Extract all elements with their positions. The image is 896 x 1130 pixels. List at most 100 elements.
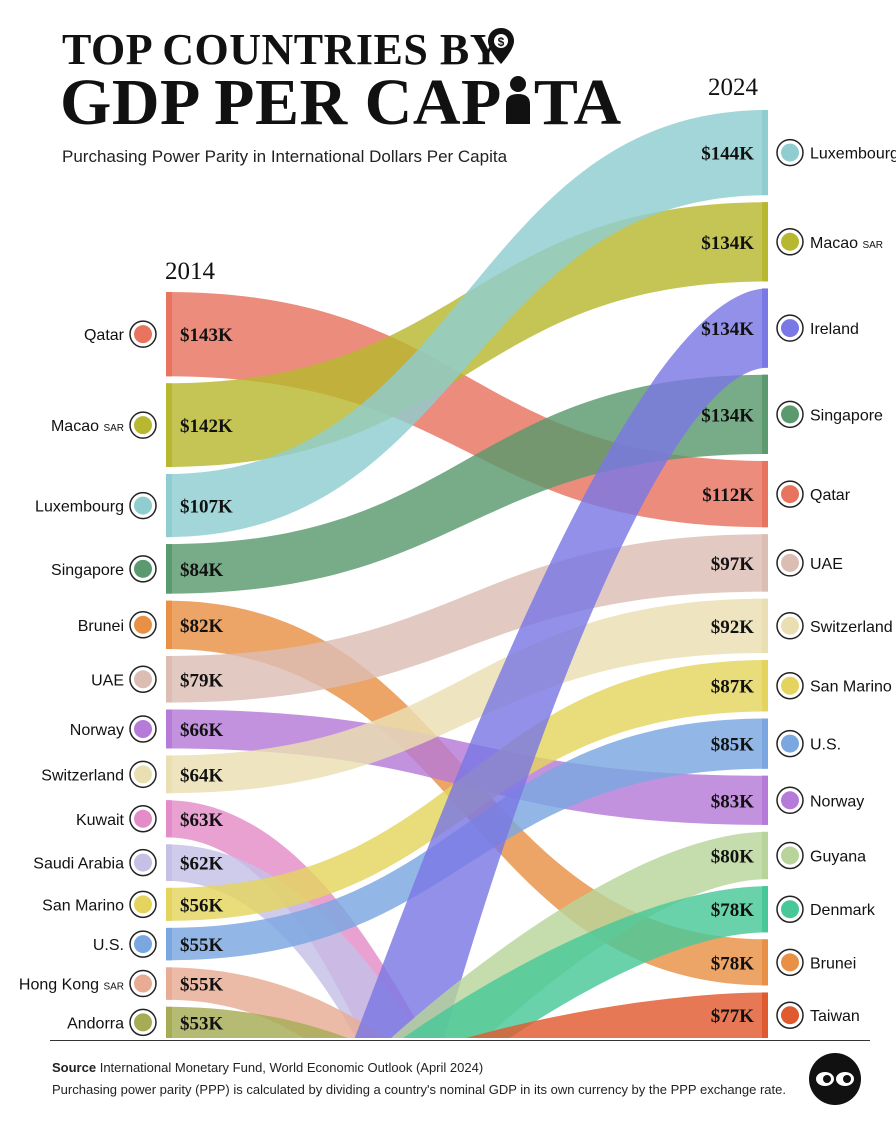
value-2014-hong-kong: $55K bbox=[180, 975, 224, 996]
country-2024-qatar: Qatar bbox=[810, 487, 851, 504]
country-2014-andorra: Andorra bbox=[67, 1015, 124, 1032]
country-2024-luxembourg: Luxembourg bbox=[810, 146, 896, 163]
country-2014-kuwait: Kuwait bbox=[76, 812, 125, 829]
value-2024-ireland: $134K bbox=[701, 319, 754, 340]
flag-2014-saudi-arabia-icon bbox=[129, 848, 157, 877]
flag-2024-qatar-icon bbox=[776, 480, 804, 508]
country-2024-u-s: U.S. bbox=[810, 737, 841, 754]
svg-text:$: $ bbox=[498, 35, 505, 49]
bar-2014-san-marino bbox=[166, 887, 172, 921]
flag-2014-switzerland-icon bbox=[129, 760, 157, 789]
bar-2014-singapore bbox=[166, 544, 172, 594]
country-2014-brunei: Brunei bbox=[78, 618, 124, 635]
bar-2024-brunei bbox=[762, 939, 768, 986]
bar-2024-taiwan bbox=[762, 992, 768, 1038]
country-2024-san-marino: San Marino bbox=[810, 679, 892, 696]
flag-2014-hong-kong-icon bbox=[129, 969, 157, 998]
value-2024-switzerland: $92K bbox=[711, 617, 755, 638]
country-2014-san-marino: San Marino bbox=[42, 897, 124, 914]
flow-uae bbox=[166, 534, 768, 703]
subtitle: Purchasing Power Parity in International… bbox=[62, 147, 508, 166]
year-right: 2024 bbox=[708, 74, 758, 101]
bar-2024-ireland bbox=[762, 288, 768, 368]
flag-2014-uae-icon bbox=[129, 665, 157, 694]
location-pin-icon: $ bbox=[488, 28, 514, 64]
value-2014-kuwait: $63K bbox=[180, 810, 224, 831]
country-2014-saudi-arabia: Saudi Arabia bbox=[33, 856, 124, 873]
bar-2024-singapore bbox=[762, 374, 768, 454]
bar-2014-hong-kong bbox=[166, 967, 172, 1000]
flow-singapore bbox=[166, 374, 768, 594]
value-2014-san-marino: $56K bbox=[180, 895, 224, 916]
country-2014-luxembourg: Luxembourg bbox=[35, 499, 124, 516]
flag-2024-taiwan-icon bbox=[776, 1001, 804, 1029]
value-2024-uae: $97K bbox=[711, 554, 755, 575]
value-2024-singapore: $134K bbox=[701, 405, 754, 426]
title-line-2-start: GDP PER CAP bbox=[60, 66, 502, 139]
flag-2014-brunei-icon bbox=[129, 611, 157, 639]
value-2014-switzerland: $64K bbox=[180, 765, 224, 786]
bar-2014-norway bbox=[166, 709, 172, 749]
country-2024-ireland: Ireland bbox=[810, 321, 859, 338]
bar-2014-u-s bbox=[166, 927, 172, 961]
footer-divider bbox=[50, 1040, 870, 1041]
source: Source International Monetary Fund, Worl… bbox=[52, 1060, 483, 1075]
flow-luxembourg bbox=[166, 110, 768, 538]
value-2014-luxembourg: $107K bbox=[180, 497, 233, 518]
title-line-2: GDP PER CAP TA bbox=[60, 70, 622, 136]
value-2014-saudi-arabia: $62K bbox=[180, 854, 224, 875]
flag-2024-luxembourg-icon bbox=[776, 138, 804, 167]
flag-2024-ireland-icon bbox=[776, 314, 804, 342]
value-2024-u-s: $85K bbox=[711, 735, 755, 756]
value-2014-macao: $142K bbox=[180, 416, 233, 437]
flag-2014-luxembourg-icon bbox=[129, 491, 157, 520]
flag-2024-brunei-icon bbox=[776, 948, 804, 977]
bar-2014-kuwait bbox=[166, 800, 172, 838]
labels-layer: $143K Qatar $142K Macao SAR $107K Luxembourg $… bbox=[19, 138, 896, 1037]
flow-switzerland bbox=[166, 598, 768, 794]
flag-2024-u-s-icon bbox=[776, 729, 804, 758]
flag-2014-andorra-icon bbox=[129, 1008, 157, 1037]
country-2014-macao: Macao SAR bbox=[51, 418, 124, 435]
bar-2024-san-marino bbox=[762, 660, 768, 712]
flag-2024-macao-icon bbox=[776, 228, 804, 256]
value-2024-guyana: $80K bbox=[711, 847, 755, 868]
country-2014-norway: Norway bbox=[70, 722, 124, 739]
bottom-mask bbox=[0, 1038, 896, 1130]
bar-2024-switzerland bbox=[762, 598, 768, 654]
country-2014-singapore: Singapore bbox=[51, 562, 124, 579]
value-2024-norway: $83K bbox=[711, 791, 755, 812]
bar-2014-qatar bbox=[166, 292, 172, 377]
flag-2024-singapore-icon bbox=[776, 400, 804, 429]
country-2024-guyana: Guyana bbox=[810, 849, 866, 866]
value-2014-brunei: $82K bbox=[180, 616, 224, 637]
flag-2024-san-marino-icon bbox=[776, 671, 804, 700]
flag-2014-qatar-icon bbox=[129, 320, 157, 348]
bar-2024-luxembourg bbox=[762, 110, 768, 196]
value-2014-u-s: $55K bbox=[180, 935, 224, 956]
country-2024-denmark: Denmark bbox=[810, 902, 876, 919]
value-2024-luxembourg: $144K bbox=[701, 144, 754, 165]
country-2024-brunei: Brunei bbox=[810, 955, 856, 972]
bar-2014-luxembourg bbox=[166, 474, 172, 538]
value-2014-qatar: $143K bbox=[180, 325, 233, 346]
title-line-2-end: TA bbox=[533, 66, 622, 139]
person-icon bbox=[505, 76, 530, 124]
bar-2024-u-s bbox=[762, 718, 768, 769]
flag-2024-denmark-icon bbox=[776, 895, 804, 923]
value-2024-macao: $134K bbox=[701, 233, 754, 254]
value-2024-brunei: $78K bbox=[711, 953, 755, 974]
flag-2024-switzerland-icon bbox=[776, 612, 804, 640]
flag-2014-u-s-icon bbox=[129, 930, 157, 958]
bar-2024-uae bbox=[762, 534, 768, 592]
country-2024-switzerland: Switzerland bbox=[810, 619, 893, 636]
country-2024-uae: UAE bbox=[810, 556, 843, 573]
value-2014-andorra: $53K bbox=[180, 1013, 224, 1034]
value-2014-uae: $79K bbox=[180, 670, 224, 691]
value-2024-qatar: $112K bbox=[702, 485, 754, 506]
flows-layer bbox=[0, 110, 896, 1130]
bar-2024-norway bbox=[762, 775, 768, 825]
bar-2024-qatar bbox=[762, 460, 768, 528]
country-2014-hong-kong: Hong Kong SAR bbox=[19, 977, 124, 994]
